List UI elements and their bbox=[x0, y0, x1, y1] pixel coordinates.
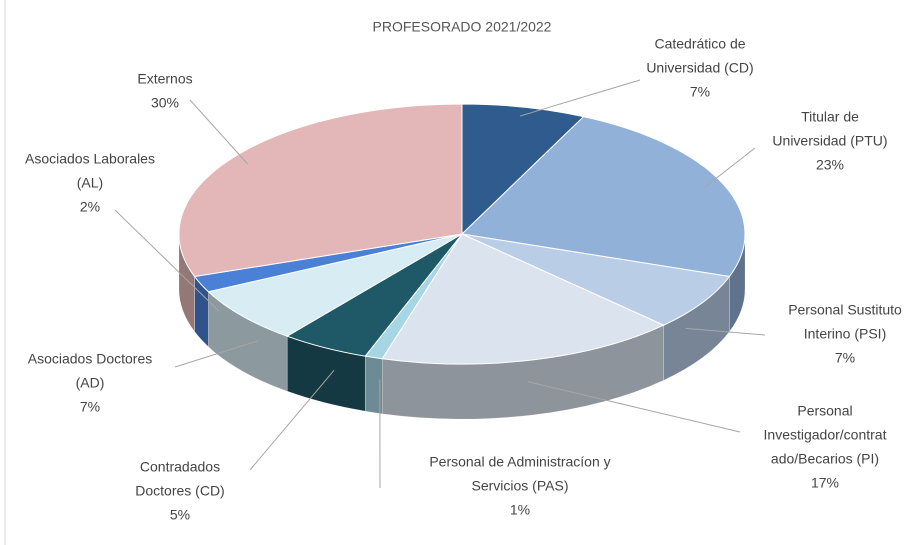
value-label: 7% bbox=[835, 350, 855, 366]
value-label: 2% bbox=[80, 199, 100, 215]
category-label: Asociados Doctores bbox=[28, 351, 153, 367]
category-label: (AD) bbox=[76, 375, 105, 391]
slice bbox=[461, 233, 731, 326]
category-label: Investigador/contrat bbox=[764, 427, 887, 443]
category-label: Personal bbox=[797, 403, 852, 419]
slice bbox=[460, 116, 746, 278]
chart-title: PROFESORADO 2021/2022 bbox=[373, 19, 552, 35]
slice-shade bbox=[194, 276, 209, 347]
value-label: 1% bbox=[510, 502, 530, 518]
value-label: 7% bbox=[690, 84, 710, 100]
leader-line bbox=[527, 381, 741, 433]
slice-shade bbox=[179, 234, 195, 332]
slice-shade bbox=[287, 336, 366, 412]
category-label: Personal de Administracíon y bbox=[429, 454, 610, 470]
category-label: Personal Sustituto bbox=[788, 302, 902, 318]
slice-shade bbox=[663, 276, 730, 381]
category-label: Universidad (PTU) bbox=[772, 133, 887, 149]
category-label: Externos bbox=[137, 71, 192, 87]
slice-shade bbox=[382, 325, 664, 420]
category-label: (AL) bbox=[77, 175, 103, 191]
category-label: Interino (PSI) bbox=[804, 326, 886, 342]
value-label: 17% bbox=[811, 475, 839, 491]
category-label: Universidad (CD) bbox=[646, 60, 753, 76]
value-label: 5% bbox=[170, 507, 190, 523]
category-label: Titular de bbox=[801, 109, 859, 125]
leader-line bbox=[519, 79, 641, 117]
value-label: 23% bbox=[816, 157, 844, 173]
leader-line bbox=[249, 370, 335, 471]
leader-line bbox=[114, 209, 220, 312]
slice bbox=[461, 103, 585, 236]
value-label: 30% bbox=[151, 95, 179, 111]
slice-shade bbox=[208, 291, 288, 392]
category-label: Catedrático de bbox=[654, 36, 745, 52]
leader-line bbox=[685, 327, 766, 336]
slice-shade bbox=[365, 356, 383, 414]
category-label: Servicios (PAS) bbox=[472, 478, 569, 494]
category-label: Contradados bbox=[140, 459, 220, 475]
slice bbox=[178, 103, 463, 278]
leader-line bbox=[189, 99, 248, 165]
slice-shade bbox=[729, 234, 745, 332]
category-label: Asociados Laborales bbox=[25, 151, 155, 167]
slice bbox=[381, 233, 665, 365]
category-label: Doctores (CD) bbox=[135, 483, 224, 499]
leader-line bbox=[174, 340, 258, 368]
leader-line bbox=[704, 147, 756, 188]
category-label: ado/Becarios (PI) bbox=[771, 451, 879, 467]
value-label: 7% bbox=[80, 399, 100, 415]
slice bbox=[207, 233, 463, 337]
